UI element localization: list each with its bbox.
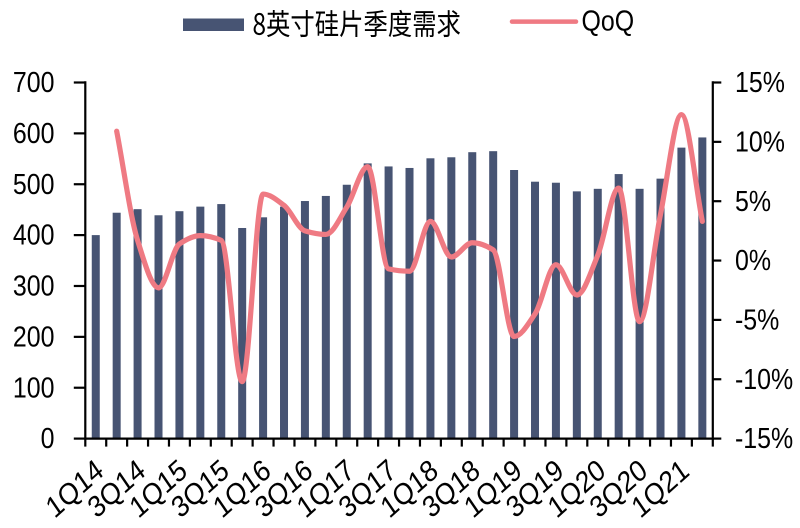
- svg-text:10%: 10%: [735, 126, 785, 158]
- svg-text:0: 0: [41, 423, 55, 455]
- svg-text:5%: 5%: [735, 185, 771, 217]
- svg-text:400: 400: [13, 219, 55, 251]
- svg-text:-10%: -10%: [735, 363, 793, 395]
- svg-text:500: 500: [13, 168, 55, 200]
- svg-text:200: 200: [13, 321, 55, 353]
- svg-text:-5%: -5%: [735, 304, 779, 336]
- svg-text:-15%: -15%: [735, 423, 793, 455]
- svg-text:15%: 15%: [735, 67, 785, 99]
- svg-text:100: 100: [13, 372, 55, 404]
- svg-text:0%: 0%: [735, 245, 771, 277]
- svg-text:600: 600: [13, 117, 55, 149]
- svg-text:QoQ: QoQ: [582, 5, 635, 37]
- svg-text:300: 300: [13, 270, 55, 302]
- svg-text:700: 700: [13, 67, 55, 99]
